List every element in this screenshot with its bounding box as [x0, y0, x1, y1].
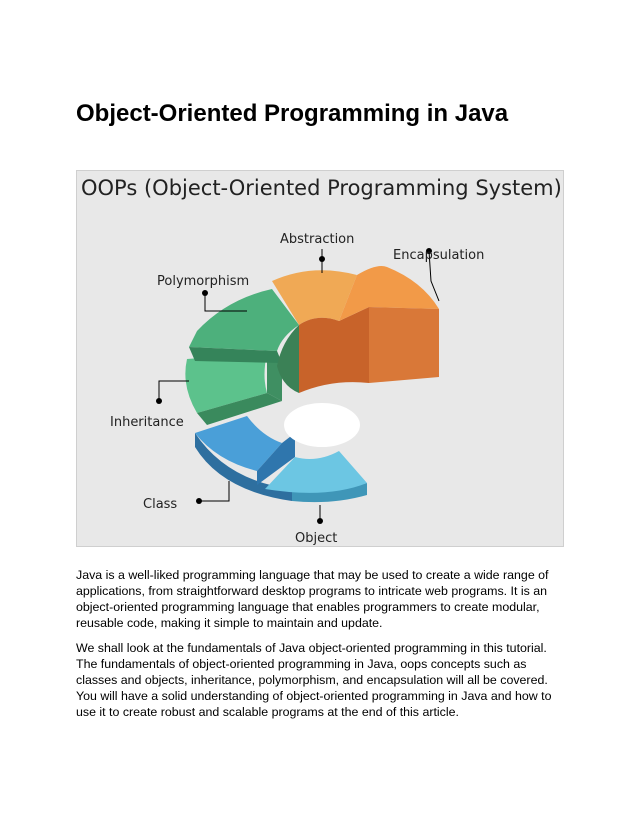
abstraction-callout-dot	[319, 256, 325, 262]
label-encapsulation: Encapsulation	[393, 248, 484, 263]
class-segment-side	[195, 433, 292, 501]
inner-core-green	[277, 325, 299, 393]
paragraph-overview: We shall look at the fundamentals of Jav…	[76, 641, 552, 719]
encapsulation-callout-dot	[426, 248, 432, 254]
class-callout-dot	[196, 498, 202, 504]
class-segment	[195, 416, 282, 471]
label-abstraction: Abstraction	[280, 232, 354, 247]
oops-diagram: OOPs (Object-Oriented Programming System…	[76, 170, 564, 547]
object-callout-dot	[317, 518, 323, 524]
polymorphism-callout-dot	[202, 290, 208, 296]
abstraction-segment	[272, 270, 357, 325]
label-inheritance: Inheritance	[110, 415, 184, 430]
label-class: Class	[143, 497, 177, 512]
polymorphism-segment-side	[189, 347, 282, 363]
inheritance-callout-dot	[156, 398, 162, 404]
ring-hole	[284, 403, 360, 447]
oops-diagram-svg: OOPs (Object-Oriented Programming System…	[81, 176, 562, 546]
page-title: Object-Oriented Programming in Java	[76, 100, 509, 127]
inheritance-segment	[185, 353, 267, 413]
diagram-title: OOPs (Object-Oriented Programming System…	[81, 176, 562, 200]
inheritance-segment-side	[197, 393, 282, 425]
encapsulation-front	[369, 307, 439, 383]
encapsulation-segment	[339, 266, 439, 321]
encapsulation-callout-line	[428, 250, 440, 302]
label-polymorphism: Polymorphism	[157, 274, 249, 289]
abstraction-core	[299, 307, 369, 393]
inheritance-callout-line	[158, 380, 189, 401]
paragraph-intro: Java is a well-liked programming languag…	[76, 568, 549, 630]
object-segment	[265, 451, 367, 493]
class-callout-line	[197, 481, 230, 502]
polymorphism-callout-line	[204, 293, 247, 312]
class-segment-edge	[257, 433, 295, 485]
label-object: Object	[295, 531, 337, 546]
polymorphism-segment	[189, 289, 299, 351]
